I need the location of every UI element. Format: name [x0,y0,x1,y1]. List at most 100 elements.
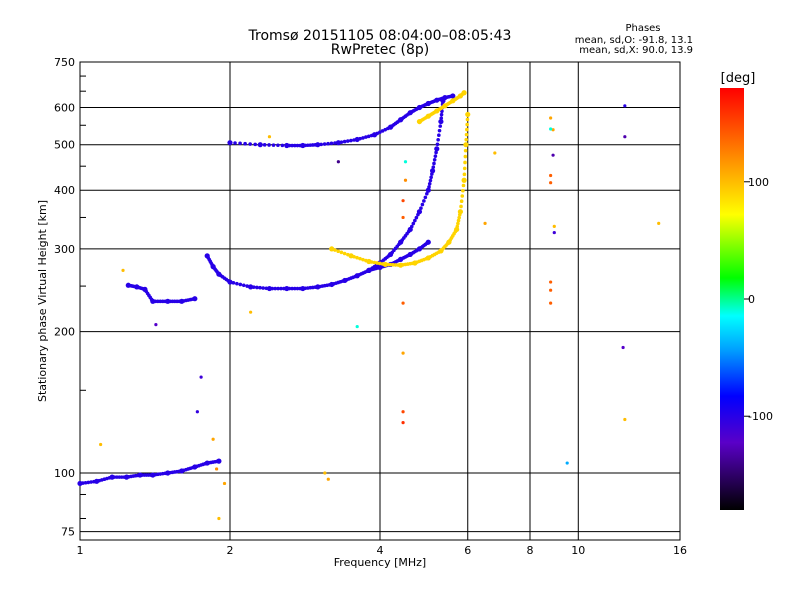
scatter-point [565,461,569,465]
y-tick-label: 400 [54,184,75,197]
trace-fill-point [336,249,340,254]
colorbar-label: [deg] [721,71,756,86]
scatter-point [549,280,553,284]
scatter-point [326,477,330,481]
trace-fill-point [431,165,436,169]
trace-fill-point [459,204,463,209]
trace-fill-point [262,143,267,147]
phase-stats-x: mean, sd,X: 90.0, 13.9 [579,45,693,56]
trace-point [284,142,290,149]
trace-fill-point [432,158,437,162]
trace-fill-point [292,143,297,148]
trace-fill-point [414,215,419,220]
trace-fill-point [434,150,438,155]
scatter-point [401,215,405,220]
scatter-point [551,153,555,157]
trace-fill-point [436,137,440,142]
scatter-point [552,224,556,228]
scatter-point [267,135,272,139]
trace-point [425,187,431,193]
scatter-point [549,116,553,120]
phase-stats-title: Phases [625,23,660,34]
trace-fill-point [375,261,379,265]
chart-title: Tromsø 20151105 08:04:00–08:05:43 [248,28,512,44]
trace-fill-point [276,143,280,148]
trace-fill-point [393,263,398,267]
trace-point [429,168,436,174]
trace-fill-point [233,141,237,145]
trace-fill-point [364,135,368,139]
trace-fill-point [428,178,433,183]
trace-fill-point [440,109,444,114]
trace-fill-point [456,221,460,226]
x-tick-label: 6 [464,544,471,557]
y-tick-label: 600 [54,102,75,115]
y-tick-label: 300 [54,243,75,256]
trace-fill-point [279,286,283,291]
scatter-point [195,410,199,414]
scatter-point [217,516,221,521]
trace-fill-point [326,141,330,146]
scatter-point [483,221,487,225]
chart-subtitle: RwPretec (8p) [331,42,429,58]
scatter-point [222,481,227,486]
trace-fill-point [378,130,382,135]
scatter-point [199,375,203,379]
scatter-point [623,135,627,139]
y-tick-label: 500 [54,139,75,152]
trace-point [416,209,423,215]
scatter-point [621,345,625,350]
trace-fill-point [329,141,334,146]
trace-fill-point [253,142,258,147]
trace-fill-point [352,254,356,259]
scatter-point [623,417,627,422]
x-axis-ticks: 1 2 4 6 8 10 16 [77,544,688,557]
x-axis-label: Frequency [MHz] [334,556,426,569]
x-tick-label: 2 [227,544,234,557]
trace-fill-point [345,139,350,143]
trace-point [425,239,431,245]
trace-fill-point [378,261,382,266]
trace-fill-point [295,143,300,148]
trace-fill-point [427,185,431,189]
scatter-point [99,442,103,447]
trace-point [438,118,444,125]
scatter-point [549,181,553,185]
trace-fill-point [158,299,163,304]
trace-fill-point [457,215,461,220]
scatter-point [549,173,553,178]
trace-fill-point [423,195,428,200]
trace-point [192,296,198,302]
trace-fill-point [361,136,365,140]
trace-fill-point [413,218,417,223]
trace-fill-point [464,137,469,142]
trace-fill-point [383,127,388,132]
trace-fill-point [422,199,426,203]
trace-fill-point [322,142,327,146]
data-points [77,90,661,521]
trace-fill-point [465,127,469,132]
scatter-point [401,410,405,414]
trace-point [329,246,335,252]
scatter-point [401,301,405,305]
scatter-point [403,160,408,164]
trace-fill-point [295,286,300,291]
trace-fill-point [437,128,442,133]
y-axis-ticks: 75 100 200 300 400 500 600 750 [54,56,86,539]
trace-fill-point [290,143,294,148]
trace-fill-point [464,132,469,137]
trace-fill-point [241,283,246,288]
trace-fill-point [248,142,252,146]
trace-fill-point [255,285,259,290]
trace-fill-point [280,143,285,148]
trace-point [227,140,233,146]
trace-fill-point [375,131,379,136]
scatter-point [493,151,497,155]
trace-fill-point [461,183,466,188]
trace-point [266,285,273,292]
trace-point [227,279,233,285]
scatter-point [215,467,219,471]
trace-fill-point [463,154,468,159]
trace-fill-point [438,124,443,128]
